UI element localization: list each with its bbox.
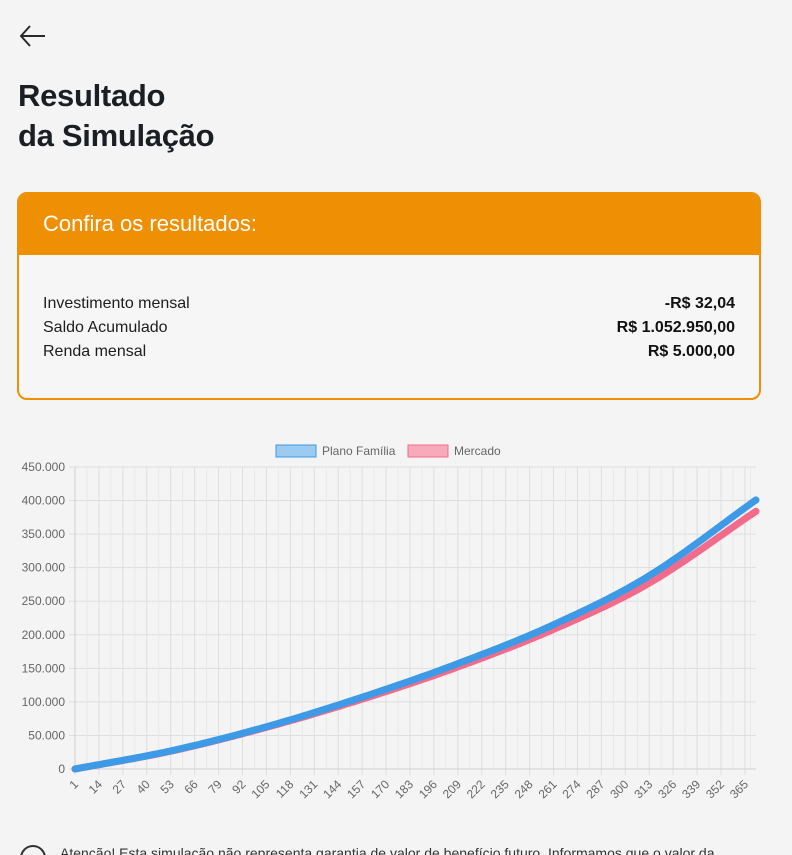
- disclaimer: Atenção! Esta simulação não representa g…: [18, 842, 778, 855]
- x-tick-label: 53: [157, 777, 177, 797]
- x-tick-label: 170: [368, 777, 392, 801]
- y-tick-label: 250.000: [22, 594, 66, 608]
- result-value: R$ 1.052.950,00: [616, 319, 735, 336]
- x-tick-label: 339: [679, 777, 703, 801]
- result-label: Investimento mensal: [43, 295, 190, 312]
- results-card-heading: Confira os resultados:: [19, 194, 759, 255]
- x-tick-label: 352: [703, 777, 727, 801]
- result-row-renda: Renda mensal R$ 5.000,00: [43, 340, 735, 364]
- x-tick-label: 92: [229, 777, 249, 797]
- y-tick-label: 150.000: [22, 661, 66, 675]
- x-tick-label: 1: [66, 777, 81, 792]
- legend-swatch: [275, 444, 317, 458]
- back-arrow-icon[interactable]: [18, 22, 48, 50]
- legend-label: Mercado: [454, 444, 501, 458]
- x-tick-label: 183: [392, 777, 416, 801]
- x-tick-label: 66: [181, 777, 201, 797]
- legend-swatch: [407, 444, 449, 458]
- x-tick-label: 105: [248, 777, 272, 801]
- x-tick-label: 118: [273, 777, 297, 801]
- result-value: -R$ 32,04: [664, 295, 735, 312]
- x-tick-label: 261: [536, 777, 560, 801]
- legend-label: Plano Família: [322, 444, 396, 458]
- y-tick-label: 100.000: [22, 695, 66, 709]
- x-tick-label: 300: [607, 777, 631, 801]
- x-tick-label: 79: [205, 777, 225, 797]
- x-tick-label: 274: [560, 777, 584, 801]
- results-card: Confira os resultados: Investimento mens…: [17, 192, 761, 400]
- result-row-investimento: Investimento mensal -R$ 32,04: [43, 292, 735, 316]
- x-tick-label: 144: [320, 777, 344, 801]
- result-value: R$ 5.000,00: [647, 343, 735, 360]
- result-row-saldo: Saldo Acumulado R$ 1.052.950,00: [43, 316, 735, 340]
- x-tick-label: 326: [655, 777, 679, 801]
- y-tick-label: 300.000: [22, 561, 66, 575]
- y-tick-label: 0: [58, 762, 65, 776]
- x-tick-label: 157: [344, 777, 368, 801]
- x-tick-label: 40: [134, 777, 154, 797]
- y-tick-label: 50.000: [28, 728, 65, 742]
- page-title: Resultado da Simulação: [18, 76, 215, 156]
- x-tick-label: 365: [727, 777, 751, 801]
- y-tick-label: 400.000: [22, 494, 66, 508]
- series-line-mercado: [71, 507, 760, 773]
- x-tick-label: 222: [464, 777, 488, 801]
- x-tick-label: 287: [583, 777, 607, 801]
- y-tick-label: 450.000: [22, 460, 66, 474]
- page-title-line1: Resultado: [18, 78, 166, 113]
- result-label: Renda mensal: [43, 343, 147, 360]
- result-label: Saldo Acumulado: [43, 319, 168, 336]
- x-tick-label: 27: [110, 777, 130, 797]
- x-tick-label: 235: [488, 777, 512, 801]
- x-tick-label: 196: [416, 777, 440, 801]
- y-tick-label: 200.000: [22, 628, 66, 642]
- disclaimer-text: Atenção! Esta simulação não representa g…: [60, 845, 715, 855]
- x-tick-label: 131: [296, 777, 320, 801]
- balance-chart: 0 50.000 100.000 150.000 200.000 250.000 300.0…: [0, 432, 792, 812]
- results-list: Investimento mensal -R$ 32,04 Saldo Acum…: [19, 255, 759, 364]
- x-tick-label: 248: [512, 777, 536, 801]
- x-tick-label: 313: [631, 777, 655, 801]
- info-icon: [20, 845, 46, 855]
- series-line-plano-fam-lia: [71, 496, 760, 773]
- x-tick-label: 209: [440, 777, 464, 801]
- balance-chart-svg: 0 50.000 100.000 150.000 200.000 250.000 300.0…: [22, 444, 760, 801]
- y-tick-label: 350.000: [22, 527, 66, 541]
- x-tick-label: 14: [86, 777, 106, 797]
- page-title-line2: da Simulação: [18, 118, 215, 153]
